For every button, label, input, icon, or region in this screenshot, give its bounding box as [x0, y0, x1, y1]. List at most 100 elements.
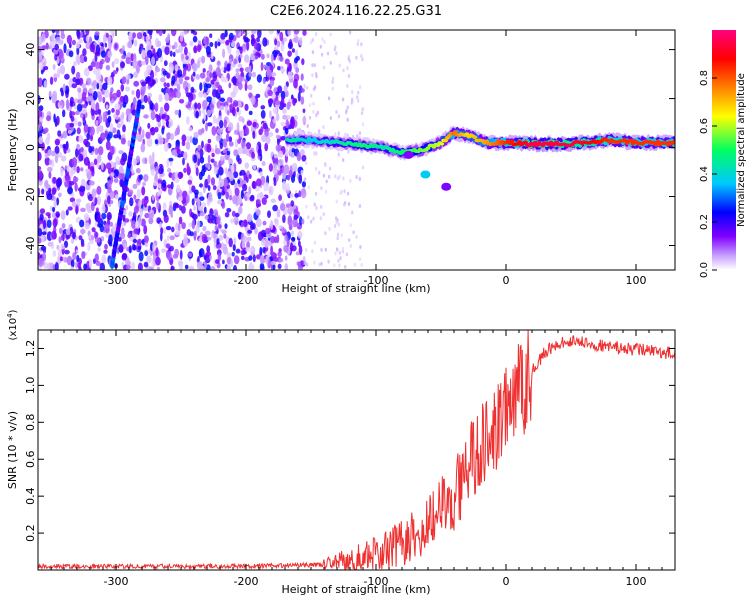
svg-text:(x104): (x104): [6, 309, 19, 340]
noise-speck: [208, 64, 213, 73]
noise-speck: [188, 265, 195, 270]
noise-speck: [291, 48, 295, 53]
noise-speck: [275, 144, 280, 152]
noise-speck: [268, 163, 273, 172]
noise-speck: [94, 197, 98, 205]
noise-speck: [72, 231, 76, 240]
noise-speck: [77, 121, 82, 127]
noise-speck: [293, 115, 299, 120]
noise-speck: [91, 227, 96, 233]
noise-speck: [272, 168, 278, 175]
noise-speck: [184, 264, 189, 270]
noise-speck: [102, 114, 106, 123]
noise-speck: [167, 186, 173, 196]
snr-ytick-label: 1.2: [24, 340, 37, 358]
noise-speck: [338, 263, 341, 268]
noise-speck: [248, 65, 252, 73]
noise-speck: [86, 41, 91, 47]
noise-speck: [320, 247, 323, 252]
noise-speck: [226, 65, 231, 72]
noise-speck: [52, 176, 57, 184]
noise-speck: [105, 162, 112, 170]
noise-speck: [218, 224, 222, 229]
noise-speck: [259, 254, 265, 264]
noise-speck: [136, 188, 141, 199]
noise-speck: [260, 105, 266, 110]
noise-speck: [279, 203, 286, 212]
noise-speck: [184, 46, 188, 56]
noise-speck: [226, 264, 231, 270]
noise-speck: [209, 71, 213, 79]
snr-data: [38, 330, 675, 570]
noise-speck: [234, 187, 240, 197]
noise-speck: [175, 90, 181, 99]
noise-speck: [127, 74, 131, 80]
noise-speck: [255, 51, 260, 57]
ridge-cell: [472, 135, 478, 139]
noise-speck: [199, 183, 203, 188]
noise-speck: [145, 40, 151, 45]
noise-speck: [96, 154, 102, 163]
noise-speck: [175, 49, 180, 54]
noise-speck: [135, 132, 140, 141]
noise-speck: [163, 214, 169, 224]
noise-speck: [82, 149, 88, 159]
noise-speck: [183, 233, 188, 238]
noise-speck: [122, 243, 128, 250]
spectrogram-ytick-label: 40: [24, 43, 37, 57]
noise-speck: [71, 39, 76, 46]
noise-speck: [223, 233, 227, 239]
noise-speck: [95, 207, 99, 213]
noise-speck: [336, 232, 340, 237]
noise-speck: [220, 39, 226, 45]
noise-speck: [145, 56, 149, 65]
noise-speck: [95, 61, 100, 69]
noise-speck: [52, 206, 56, 213]
noise-speck: [198, 171, 203, 181]
noise-speck: [270, 198, 276, 203]
noise-speck: [41, 188, 45, 195]
noise-speck: [314, 191, 318, 196]
noise-speck: [133, 71, 139, 79]
noise-speck: [71, 157, 78, 168]
noise-speck: [132, 244, 137, 251]
noise-speck: [256, 74, 262, 83]
noise-speck: [301, 218, 305, 225]
noise-speck: [138, 174, 143, 181]
noise-speck: [341, 246, 345, 251]
noise-speck: [248, 186, 252, 195]
colorbar-tick-label: 0.0: [699, 262, 710, 278]
noise-speck: [164, 46, 170, 56]
noise-speck: [38, 257, 44, 267]
noise-speck: [294, 49, 299, 57]
noise-speck: [212, 89, 218, 98]
noise-speck: [231, 251, 235, 257]
noise-speck: [282, 240, 287, 245]
noise-speck: [228, 141, 234, 147]
noise-speck: [38, 166, 42, 171]
noise-speck: [328, 226, 331, 231]
noise-speck: [161, 127, 165, 135]
noise-speck: [358, 177, 362, 182]
noise-speck: [54, 43, 59, 51]
noise-speck: [167, 167, 172, 173]
noise-speck: [242, 47, 246, 53]
noise-speck: [133, 80, 140, 87]
noise-speck: [64, 165, 68, 170]
noise-speck: [107, 110, 111, 115]
noise-speck: [289, 193, 294, 199]
noise-speck: [264, 142, 269, 152]
noise-speck: [298, 240, 301, 247]
spectrogram-xlabel: Height of straight line (km): [281, 282, 430, 295]
noise-speck: [51, 230, 57, 240]
noise-speck: [236, 106, 240, 113]
noise-speck: [39, 121, 43, 130]
noise-speck: [298, 245, 303, 256]
noise-speck: [157, 183, 162, 189]
noise-speck: [89, 166, 95, 172]
noise-speck: [203, 206, 207, 214]
noise-speck: [60, 234, 64, 241]
noise-speck: [199, 148, 204, 159]
noise-speck: [214, 225, 218, 231]
noise-speck: [349, 179, 352, 183]
